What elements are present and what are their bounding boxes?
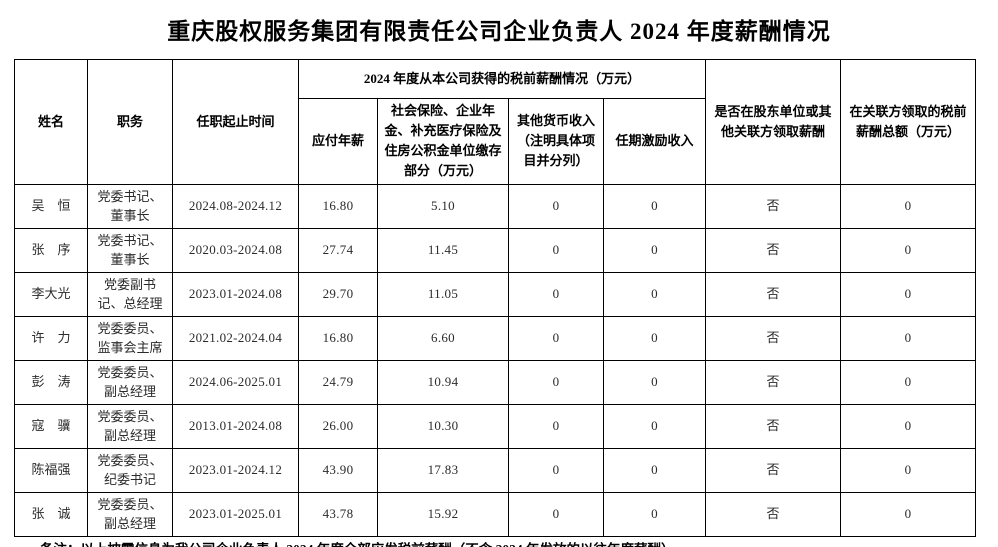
cell-position: 党委委员、副总经理 [87,359,173,405]
cell-position: 党委委员、副总经理 [87,403,173,449]
header-salary: 应付年薪 [298,98,378,185]
cell-related-amount: 0 [840,271,977,317]
table-row: 陈福强 党委委员、纪委书记 2023.01-2024.12 43.90 17.8… [14,447,977,493]
cell-term: 2023.01-2024.12 [172,447,299,493]
header-related-party: 是否在股东单位或其他关联方领取薪酬 [705,59,842,185]
cell-other-income: 0 [508,491,604,537]
cell-insurance: 10.94 [377,359,509,405]
cell-salary: 29.70 [298,271,378,317]
cell-related-amount: 0 [840,183,977,229]
cell-related-amount: 0 [840,315,977,361]
table-header: 姓名 职务 任职起止时间 2024 年度从本公司获得的税前薪酬情况（万元） 是否… [14,59,977,185]
cell-other-income: 0 [508,315,604,361]
cell-related-party: 否 [705,359,842,405]
cell-related-amount: 0 [840,403,977,449]
cell-salary: 24.79 [298,359,378,405]
header-group-pretax-compensation: 2024 年度从本公司获得的税前薪酬情况（万元） [297,59,707,99]
cell-name: 张 诚 [14,491,88,537]
cell-related-amount: 0 [840,227,977,273]
cell-term: 2024.06-2025.01 [172,359,299,405]
cell-term: 2020.03-2024.08 [172,227,299,273]
cell-position: 党委副书记、总经理 [87,271,173,317]
cell-insurance: 11.45 [377,227,509,273]
table-row: 寇 骥 党委委员、副总经理 2013.01-2024.08 26.00 10.3… [14,403,977,449]
table-row: 许 力 党委委员、监事会主席 2021.02-2024.04 16.80 6.6… [14,315,977,361]
cell-position: 党委委员、副总经理 [87,491,173,537]
cell-name: 吴 恒 [14,183,88,229]
cell-other-income: 0 [508,183,604,229]
cell-position: 党委书记、董事长 [87,183,173,229]
cell-salary: 43.78 [298,491,378,537]
cell-incentive: 0 [602,403,707,449]
cell-related-party: 否 [705,183,842,229]
cell-insurance: 15.92 [377,491,509,537]
cell-related-party: 否 [705,271,842,317]
cell-term: 2023.01-2024.08 [172,271,299,317]
cell-salary: 26.00 [298,403,378,449]
cell-incentive: 0 [602,183,707,229]
cell-incentive: 0 [602,315,707,361]
header-incentive: 任期激励收入 [602,98,707,185]
cell-other-income: 0 [508,359,604,405]
cell-related-party: 否 [705,447,842,493]
table-row: 彭 涛 党委委员、副总经理 2024.06-2025.01 24.79 10.9… [14,359,977,405]
header-other-income: 其他货币收入（注明具体项目并分列） [508,98,604,185]
cell-insurance: 11.05 [377,271,509,317]
cell-incentive: 0 [602,447,707,493]
cell-name: 许 力 [14,315,88,361]
cell-related-amount: 0 [840,491,977,537]
cell-related-party: 否 [705,227,842,273]
cell-position: 党委书记、董事长 [87,227,173,273]
cell-related-amount: 0 [840,359,977,405]
salary-table: 姓名 职务 任职起止时间 2024 年度从本公司获得的税前薪酬情况（万元） 是否… [14,59,977,537]
table-row: 吴 恒 党委书记、董事长 2024.08-2024.12 16.80 5.10 … [14,183,977,229]
cell-related-party: 否 [705,403,842,449]
cell-related-party: 否 [705,315,842,361]
cell-salary: 43.90 [298,447,378,493]
cell-position: 党委委员、纪委书记 [87,447,173,493]
cell-other-income: 0 [508,447,604,493]
cell-incentive: 0 [602,227,707,273]
table-row: 张 诚 党委委员、副总经理 2023.01-2025.01 43.78 15.9… [14,491,977,537]
header-term: 任职起止时间 [172,59,299,185]
header-name: 姓名 [14,59,88,185]
cell-other-income: 0 [508,227,604,273]
cell-insurance: 10.30 [377,403,509,449]
cell-name: 张 序 [14,227,88,273]
page-title: 重庆股权服务集团有限责任公司企业负责人 2024 年度薪酬情况 [167,19,831,44]
cell-term: 2024.08-2024.12 [172,183,299,229]
cell-insurance: 6.60 [377,315,509,361]
cell-other-income: 0 [508,403,604,449]
header-related-amount: 在关联方领取的税前薪酬总额（万元） [840,59,977,185]
cell-term: 2023.01-2025.01 [172,491,299,537]
table-row: 张 序 党委书记、董事长 2020.03-2024.08 27.74 11.45… [14,227,977,273]
cell-insurance: 5.10 [377,183,509,229]
cell-insurance: 17.83 [377,447,509,493]
cell-salary: 16.80 [298,183,378,229]
cell-name: 彭 涛 [14,359,88,405]
table-body: 吴 恒 党委书记、董事长 2024.08-2024.12 16.80 5.10 … [14,183,977,537]
table-row: 李大光 党委副书记、总经理 2023.01-2024.08 29.70 11.0… [14,271,977,317]
cell-term: 2021.02-2024.04 [172,315,299,361]
cell-position: 党委委员、监事会主席 [87,315,173,361]
cell-incentive: 0 [602,359,707,405]
cell-related-amount: 0 [840,447,977,493]
cell-name: 李大光 [14,271,88,317]
cell-salary: 16.80 [298,315,378,361]
cell-term: 2013.01-2024.08 [172,403,299,449]
cell-salary: 27.74 [298,227,378,273]
cell-incentive: 0 [602,491,707,537]
cell-incentive: 0 [602,271,707,317]
footnote: 备注：以上披露信息为我公司企业负责人 2024 年度全部应发税前薪酬（不含 20… [40,541,998,547]
cell-related-party: 否 [705,491,842,537]
header-insurance: 社会保险、企业年金、补充医疗保险及住房公积金单位缴存部分（万元） [377,98,509,185]
cell-name: 寇 骥 [14,403,88,449]
cell-other-income: 0 [508,271,604,317]
header-position: 职务 [87,59,173,185]
cell-name: 陈福强 [14,447,88,493]
